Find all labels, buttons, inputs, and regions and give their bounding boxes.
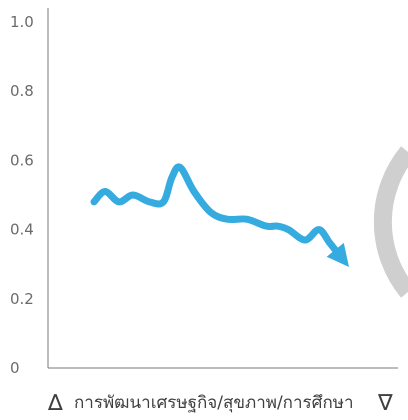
x-axis-label: การพัฒนาเศรษฐกิจ/สุขภาพ/การศึกษา: [74, 393, 354, 413]
y-tick-label: 0.6: [10, 151, 34, 169]
y-tick-labels: 0 0.2 0.4 0.6 0.8 1.0: [10, 13, 34, 377]
y-tick-label: 0: [10, 359, 20, 377]
y-tick-label: 1.0: [10, 13, 34, 31]
axes: [47, 8, 398, 369]
y-tick-label: 0.8: [10, 82, 34, 100]
y-tick-label: 0.2: [10, 290, 34, 308]
series-arrowhead: [326, 242, 349, 267]
series-layer: [90, 163, 349, 267]
x-right-arrow: ∇: [377, 391, 393, 416]
decorative-ring: [373, 146, 408, 298]
x-left-arrow: ∆: [47, 391, 63, 416]
series-line: [90, 163, 348, 265]
y-tick-label: 0.4: [10, 221, 34, 239]
